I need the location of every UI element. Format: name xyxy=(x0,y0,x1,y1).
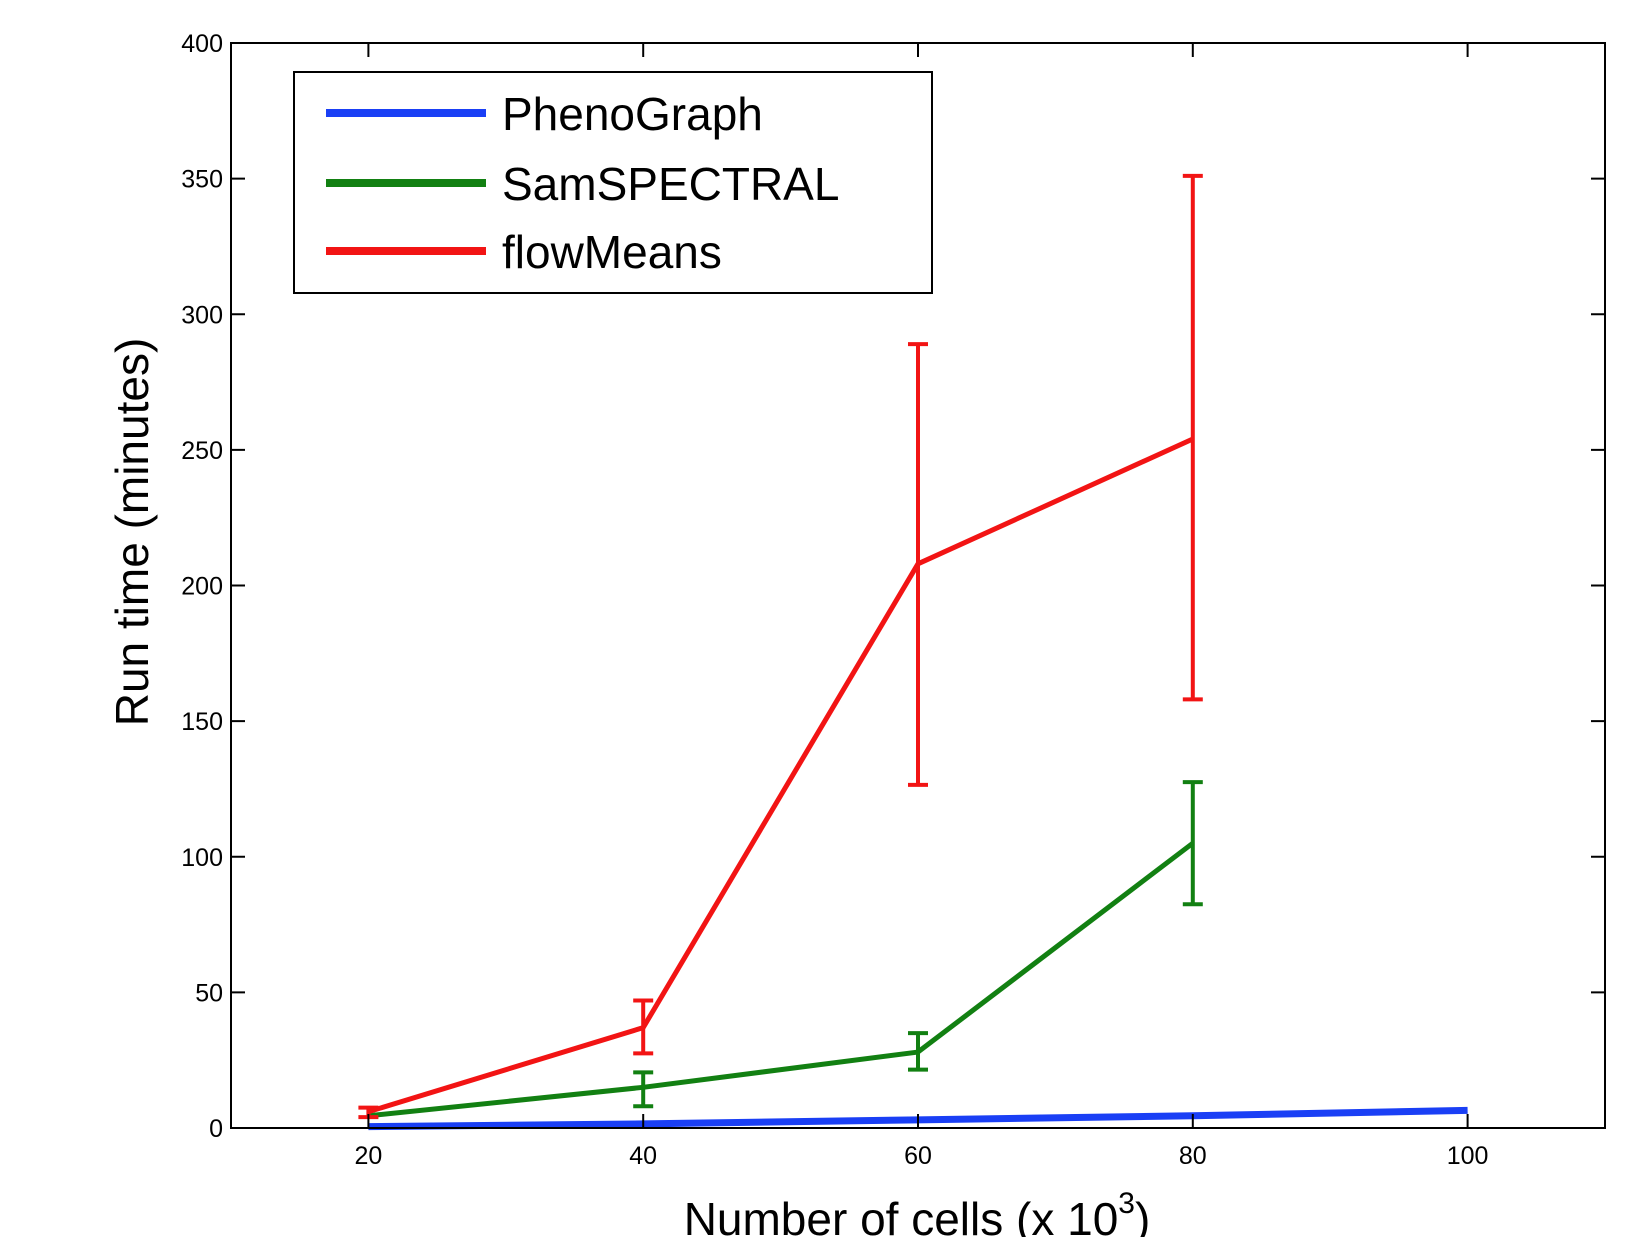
x-tick-label: 100 xyxy=(1447,1142,1489,1170)
y-tick-label: 150 xyxy=(181,708,223,736)
y-axis: 0 50 100 150 200 250 300 350 400 xyxy=(181,30,1605,1143)
series-line-flowmeans xyxy=(367,436,1194,1115)
x-axis-title-suffix: ) xyxy=(1135,1193,1150,1237)
y-tick-label: 350 xyxy=(181,166,223,194)
y-tick-label: 0 xyxy=(209,1115,223,1143)
x-axis: 20 40 60 80 100 xyxy=(354,43,1488,1170)
legend-label-flowmeans: flowMeans xyxy=(502,226,722,278)
y-axis-title: Run time (minutes) xyxy=(106,338,158,727)
legend: PhenoGraph SamSPECTRAL flowMeans xyxy=(293,71,933,294)
series-flowmeans xyxy=(358,173,1203,1120)
x-tick-label: 40 xyxy=(629,1142,657,1170)
y-tick-label: 400 xyxy=(181,30,223,58)
series-samspectral xyxy=(368,780,1203,1119)
series-line-samspectral xyxy=(368,841,1195,1119)
legend-label-samspectral: SamSPECTRAL xyxy=(502,158,839,210)
y-tick-label: 200 xyxy=(181,573,223,601)
plot-area xyxy=(358,173,1468,1131)
y-tick-label: 100 xyxy=(181,844,223,872)
x-axis-title: Number of cells (x 103) xyxy=(684,1187,1151,1237)
y-tick-label: 300 xyxy=(181,301,223,329)
y-tick-label: 250 xyxy=(181,437,223,465)
x-tick-label: 80 xyxy=(1179,1142,1207,1170)
x-axis-title-text: Number of cells (x 10 xyxy=(684,1193,1119,1237)
y-tick-label: 50 xyxy=(195,979,223,1007)
legend-label-phenograph: PhenoGraph xyxy=(502,88,763,140)
x-axis-title-superscript: 3 xyxy=(1118,1187,1135,1220)
x-tick-label: 60 xyxy=(904,1142,932,1170)
x-tick-label: 20 xyxy=(354,1142,382,1170)
